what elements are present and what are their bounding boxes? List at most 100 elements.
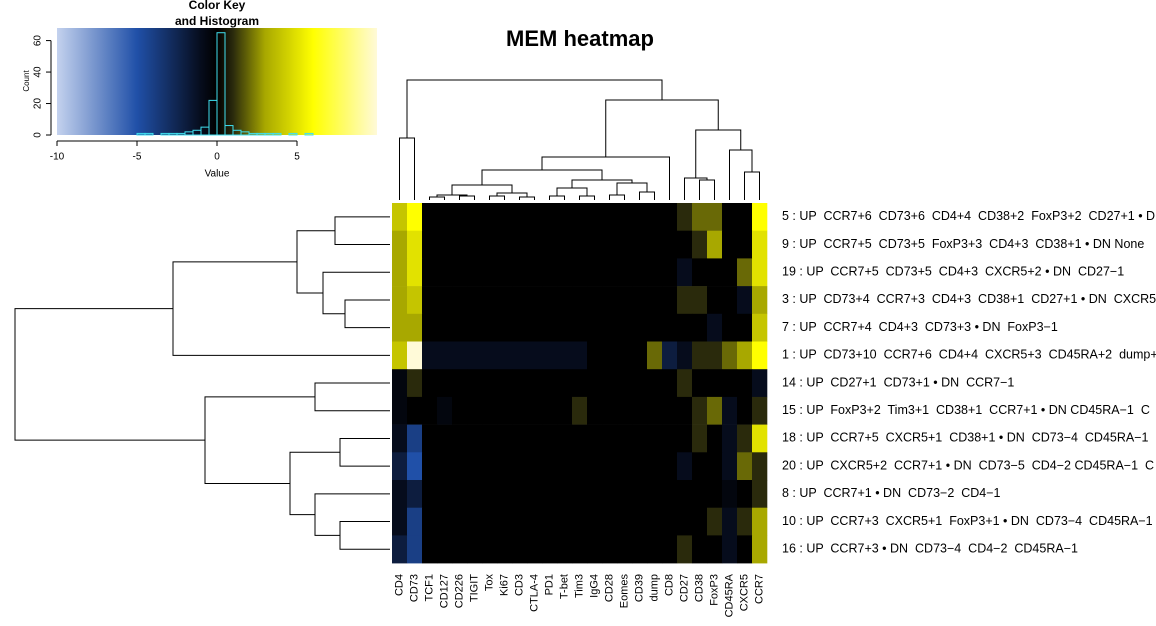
- heatmap-cell: [497, 341, 513, 370]
- heatmap-cell: [662, 396, 678, 425]
- heatmap-cell: [557, 313, 573, 342]
- heatmap-cell: [707, 258, 723, 287]
- heatmap-cell: [737, 452, 753, 481]
- heatmap-cell: [737, 396, 753, 425]
- column-label: CD38: [693, 574, 705, 602]
- heatmap-cell: [437, 203, 453, 231]
- heatmap-cell: [512, 424, 528, 453]
- column-label: dump: [648, 574, 660, 602]
- heatmap-cell: [527, 507, 543, 536]
- row-label: 20 : UP CXCR5+2 CCR7+1 • DN CD73−5 CD4−2…: [782, 458, 1154, 472]
- heatmap-cell: [557, 230, 573, 259]
- column-label: PD1: [543, 574, 555, 595]
- heatmap-cell: [707, 452, 723, 481]
- heatmap-cell: [557, 369, 573, 398]
- heatmap-cell: [422, 507, 438, 536]
- heatmap-cell: [737, 203, 753, 231]
- heatmap-cell: [407, 286, 423, 315]
- heatmap-cell: [647, 313, 663, 342]
- heatmap-cell: [527, 396, 543, 425]
- heatmap-cell: [662, 313, 678, 342]
- heatmap-cell: [542, 286, 558, 315]
- heatmap-cell: [662, 480, 678, 508]
- heatmap-cell: [512, 507, 528, 536]
- heatmap-cell: [737, 313, 753, 342]
- column-label: CD45RA: [723, 573, 735, 617]
- dendrogram-branch: [459, 195, 475, 200]
- heatmap-cell: [422, 203, 438, 231]
- heatmap-cell: [722, 535, 738, 564]
- heatmap-cell: [737, 230, 753, 259]
- heatmap-cell: [437, 341, 453, 370]
- heatmap-cell: [512, 480, 528, 508]
- dendrogram-branch: [334, 216, 390, 246]
- heatmap-cell: [512, 313, 528, 342]
- heatmap-cell: [467, 341, 483, 370]
- heatmap-cell: [392, 396, 408, 425]
- y-axis-label: Count: [22, 70, 31, 92]
- heatmap-cell: [587, 203, 603, 231]
- row-label: 15 : UP FoxP3+2 Tim3+1 CD38+1 CCR7+1 • D…: [782, 403, 1150, 417]
- dendrogram-branch: [339, 437, 390, 467]
- heatmap-cell: [632, 396, 648, 425]
- dendrogram-branch: [684, 177, 708, 200]
- dendrogram-branch: [339, 521, 390, 550]
- heatmap-cell: [527, 535, 543, 564]
- heatmap-cell: [602, 341, 618, 370]
- column-label: Eomes: [618, 574, 630, 609]
- dendrogram-branch: [489, 195, 505, 200]
- heatmap-cell: [752, 452, 768, 481]
- heatmap-cell: [692, 452, 708, 481]
- row-label: 10 : UP CCR7+3 CXCR5+1 FoxP3+1 • DN CD73…: [782, 514, 1153, 528]
- heatmap-cell: [677, 424, 693, 453]
- heatmap-cell: [437, 535, 453, 564]
- heatmap-cell: [422, 258, 438, 287]
- heatmap-cell: [587, 286, 603, 315]
- heatmap-cell: [632, 313, 648, 342]
- heatmap-cell: [662, 341, 678, 370]
- dendrogram-branch: [14, 308, 205, 441]
- dendrogram-branch: [556, 187, 588, 196]
- heatmap-cell: [392, 313, 408, 342]
- heatmap-cell: [542, 396, 558, 425]
- row-label: 18 : UP CCR7+5 CXCR5+1 CD38+1 • DN CD73−…: [782, 431, 1149, 445]
- dendrogram-branch: [344, 299, 390, 329]
- heatmap-cell: [392, 424, 408, 453]
- heatmap-cell: [407, 258, 423, 287]
- histogram-bar: [216, 32, 226, 136]
- column-label: TCF1: [423, 574, 435, 602]
- heatmap-cell: [647, 507, 663, 536]
- histogram-bar: [304, 132, 314, 136]
- heatmap-cell: [392, 535, 408, 564]
- row-label: 19 : UP CCR7+5 CD73+5 CD4+3 CXCR5+2 • DN…: [782, 265, 1124, 279]
- heatmap-cell: [707, 480, 723, 508]
- dendrogram-branch: [519, 196, 535, 200]
- dendrogram-branch: [399, 137, 415, 200]
- heatmap-cell: [617, 452, 633, 481]
- heatmap-cell: [602, 313, 618, 342]
- dendrogram-branch: [605, 99, 719, 157]
- key-title: Color Key: [189, 0, 246, 12]
- heatmap-cell: [752, 230, 768, 259]
- heatmap-cell: [677, 230, 693, 259]
- heatmap-cell: [737, 507, 753, 536]
- heatmap-cell: [707, 396, 723, 425]
- heatmap-cell: [587, 369, 603, 398]
- heatmap-cell: [527, 369, 543, 398]
- heatmap-cell: [467, 396, 483, 425]
- heatmap-cell: [452, 507, 468, 536]
- heatmap-cell: [407, 396, 423, 425]
- heatmap-cell: [707, 424, 723, 453]
- heatmap-cell: [662, 286, 678, 315]
- key-title: and Histogram: [175, 14, 259, 28]
- heatmap-cell: [422, 313, 438, 342]
- heatmap-cell: [557, 341, 573, 370]
- dendrogram-branch: [406, 79, 663, 138]
- heatmap-cell: [647, 535, 663, 564]
- heatmap-cell: [602, 396, 618, 425]
- heatmap-cell: [482, 507, 498, 536]
- heatmap-cell: [692, 313, 708, 342]
- heatmap-cell: [557, 480, 573, 508]
- heatmap-cell: [437, 313, 453, 342]
- heatmap-cell: [452, 313, 468, 342]
